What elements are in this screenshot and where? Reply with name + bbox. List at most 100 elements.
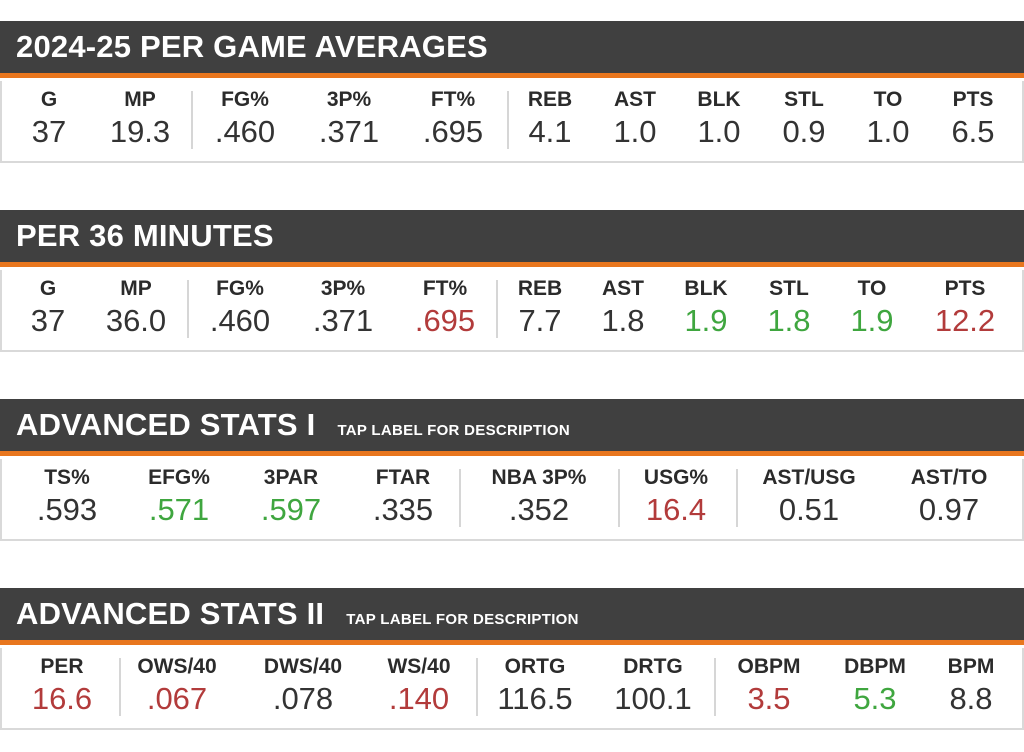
stat-value: 6.5 (951, 114, 995, 149)
stat-value: .695 (414, 303, 476, 338)
section-title: ADVANCED STATS II (16, 596, 325, 631)
column-divider (459, 469, 461, 527)
stat-efg-pct[interactable]: EFG% .571 (104, 459, 254, 529)
stat-label[interactable]: EFG% (148, 466, 210, 489)
stat-value: .140 (388, 681, 450, 716)
stat-label[interactable]: TS% (44, 466, 90, 489)
per-36-section: PER 36 MINUTES G 37 MP 36.0 FG% .460 3P%… (0, 210, 1024, 352)
column-divider (736, 469, 738, 527)
stat-label[interactable]: FTAR (375, 466, 431, 489)
stat-label[interactable]: BPM (947, 655, 995, 678)
stat-reb: REB 7.7 (465, 270, 615, 340)
stat-label: G (40, 88, 58, 111)
stat-label[interactable]: AST/TO (910, 466, 988, 489)
stat-usg-pct[interactable]: USG% 16.4 (601, 459, 751, 529)
stat-value: 1.8 (767, 303, 811, 338)
stat-ast-to[interactable]: AST/TO 0.97 (874, 459, 1024, 529)
stat-value: .078 (272, 681, 334, 716)
stat-value: 100.1 (614, 681, 692, 716)
stat-label: G (39, 277, 57, 300)
stat-label: AST (602, 277, 644, 300)
stat-reb: REB 4.1 (475, 81, 625, 151)
stat-obpm[interactable]: OBPM 3.5 (694, 648, 844, 718)
stat-label: REB (517, 277, 563, 300)
stat-value: 1.9 (684, 303, 728, 338)
section-header: ADVANCED STATS II TAP LABEL FOR DESCRIPT… (0, 588, 1024, 645)
advanced-stats-2-section: ADVANCED STATS II TAP LABEL FOR DESCRIPT… (0, 588, 1024, 730)
stat-value: .695 (422, 114, 484, 149)
stat-ast-usg[interactable]: AST/USG 0.51 (734, 459, 884, 529)
stat-label: FT% (430, 88, 476, 111)
stat-label: TO (857, 277, 887, 300)
stat-label[interactable]: WS/40 (387, 655, 451, 678)
stat-label: PTS (952, 88, 994, 111)
stat-label: FG% (221, 88, 269, 111)
stat-label[interactable]: OBPM (737, 655, 801, 678)
stat-pts: PTS 6.5 (898, 81, 1024, 151)
column-divider (496, 280, 498, 338)
stat-value: .597 (260, 492, 322, 527)
stat-value: 1.0 (697, 114, 741, 149)
stat-ws-40[interactable]: WS/40 .140 (344, 648, 494, 718)
stat-label[interactable]: DBPM (844, 655, 906, 678)
stat-value: 3.5 (747, 681, 791, 716)
stat-ows-40[interactable]: OWS/40 .067 (102, 648, 252, 718)
stat-blk: BLK 1.9 (631, 270, 781, 340)
stat-bpm[interactable]: BPM 8.8 (896, 648, 1024, 718)
stat-label[interactable]: PER (40, 655, 84, 678)
stat-value: 16.4 (645, 492, 707, 527)
stat-dws-40[interactable]: DWS/40 .078 (228, 648, 378, 718)
stat-ortg[interactable]: ORTG 116.5 (460, 648, 610, 718)
stat-nba-3p-pct[interactable]: NBA 3P% .352 (464, 459, 614, 529)
stat-fg-pct: FG% .460 (170, 81, 320, 151)
stat-ftar[interactable]: FTAR .335 (328, 459, 478, 529)
section-header: ADVANCED STATS I TAP LABEL FOR DESCRIPTI… (0, 399, 1024, 456)
stats-row: G 37 MP 36.0 FG% .460 3P% .371 FT% .695 … (0, 270, 1024, 352)
stat-g: G 37 (0, 270, 123, 340)
stat-stl: STL 1.8 (714, 270, 864, 340)
stat-label[interactable]: ORTG (504, 655, 566, 678)
stat-value: 8.8 (949, 681, 993, 716)
stat-ts-pct[interactable]: TS% .593 (0, 459, 142, 529)
section-hint: TAP LABEL FOR DESCRIPTION (346, 610, 579, 628)
column-divider (119, 658, 121, 716)
stat-drtg[interactable]: DRTG 100.1 (578, 648, 728, 718)
stat-label: BLK (697, 88, 741, 111)
section-title: 2024-25 PER GAME AVERAGES (16, 29, 488, 64)
stat-label: FG% (216, 277, 264, 300)
stat-dbpm[interactable]: DBPM 5.3 (800, 648, 950, 718)
stat-label[interactable]: NBA 3P% (491, 466, 587, 489)
stat-value: 1.0 (613, 114, 657, 149)
stat-label[interactable]: OWS/40 (137, 655, 217, 678)
stat-label: MP (120, 277, 152, 300)
stat-fg-pct: FG% .460 (165, 270, 315, 340)
section-header: PER 36 MINUTES (0, 210, 1024, 267)
stat-value: 36.0 (105, 303, 167, 338)
stat-value: 19.3 (109, 114, 171, 149)
stat-value: .335 (372, 492, 434, 527)
stat-value: .593 (36, 492, 98, 527)
stat-label: MP (124, 88, 156, 111)
section-header: 2024-25 PER GAME AVERAGES (0, 21, 1024, 78)
column-divider (507, 91, 509, 149)
stat-value: 1.0 (866, 114, 910, 149)
stat-3par[interactable]: 3PAR .597 (216, 459, 366, 529)
stat-label[interactable]: USG% (643, 466, 709, 489)
stat-per[interactable]: PER 16.6 (0, 648, 137, 718)
stat-label[interactable]: DWS/40 (263, 655, 343, 678)
stat-label: 3P% (326, 88, 372, 111)
column-divider (476, 658, 478, 716)
stat-ast: AST 1.8 (548, 270, 698, 340)
stat-label[interactable]: 3PAR (263, 466, 319, 489)
stat-value: .371 (318, 114, 380, 149)
stat-value: .067 (146, 681, 208, 716)
stat-label[interactable]: DRTG (623, 655, 683, 678)
stat-stl: STL 0.9 (729, 81, 879, 151)
stat-value: .460 (214, 114, 276, 149)
stat-label: FT% (422, 277, 468, 300)
stats-row: PER 16.6 OWS/40 .067 DWS/40 .078 WS/40 .… (0, 648, 1024, 730)
stat-g: G 37 (0, 81, 124, 151)
stat-value: 1.9 (850, 303, 894, 338)
stat-ast: AST 1.0 (560, 81, 710, 151)
stat-label[interactable]: AST/USG (762, 466, 856, 489)
